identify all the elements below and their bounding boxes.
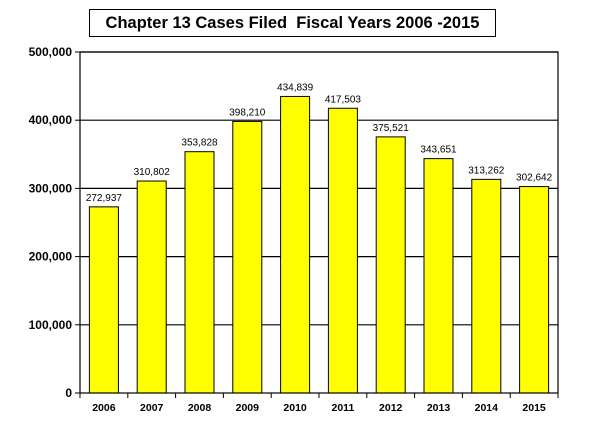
bar	[375, 136, 406, 394]
bar	[471, 178, 502, 394]
data-label: 417,503	[325, 94, 362, 105]
bars	[88, 95, 550, 394]
bar	[423, 158, 454, 394]
bar	[88, 206, 119, 394]
y-tick-label: 100,000	[29, 318, 73, 332]
x-tick-label: 2008	[188, 402, 212, 414]
chart-title: Chapter 13 Cases Filed Fiscal Years 2006…	[89, 9, 496, 37]
bar	[136, 180, 167, 394]
x-tick-label: 2012	[379, 402, 403, 414]
x-tick-label: 2011	[332, 402, 355, 414]
y-tick-label: 0	[65, 386, 72, 400]
y-tick-label: 300,000	[29, 181, 73, 195]
data-label: 353,828	[181, 138, 218, 149]
x-tick-label: 2014	[475, 402, 499, 414]
bar	[327, 107, 358, 394]
data-label: 302,642	[516, 173, 553, 184]
bar	[519, 186, 550, 394]
y-tick-label: 500,000	[29, 45, 73, 59]
x-tick-label: 2013	[427, 402, 451, 414]
x-tick-label: 2006	[92, 402, 116, 414]
x-tick-label: 2015	[522, 402, 546, 414]
data-label: 398,210	[229, 107, 266, 118]
x-tick-label: 2009	[236, 402, 260, 414]
x-tick-label: 2007	[140, 402, 164, 414]
data-label: 310,802	[134, 167, 171, 178]
x-axis-ticks: 2006 2007 2008 2009 2010 2011 2012 2013 2014 2015	[79, 393, 559, 414]
y-axis-ticks: 0 100,000 200,000 300,000 400,000 500,000	[29, 45, 80, 400]
data-label: 375,521	[373, 123, 410, 134]
data-label: 272,937	[86, 193, 123, 204]
data-labels: 272,937 310,802 353,828 398,210 434,839 417,5…	[86, 82, 553, 203]
data-label: 313,262	[468, 165, 505, 176]
y-tick-label: 200,000	[29, 250, 73, 264]
data-label: 343,651	[420, 145, 457, 156]
x-tick-label: 2010	[283, 402, 307, 414]
data-label: 434,839	[277, 82, 314, 93]
bar	[280, 95, 311, 394]
y-tick-label: 400,000	[29, 113, 73, 127]
bar	[232, 120, 263, 394]
bar	[184, 151, 215, 394]
